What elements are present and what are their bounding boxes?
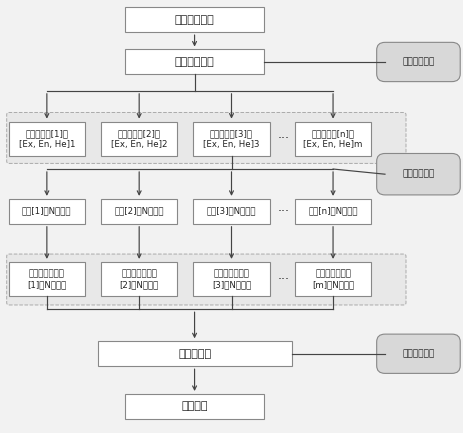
Text: 组成大云滴: 组成大云滴 xyxy=(178,349,211,359)
Text: 人脸表情图像: 人脸表情图像 xyxy=(175,15,214,25)
Text: 图像[3]的N个云滴: 图像[3]的N个云滴 xyxy=(207,207,256,216)
Text: 图像数据矩阵: 图像数据矩阵 xyxy=(175,57,214,67)
FancyBboxPatch shape xyxy=(377,334,460,373)
Text: 已赋权重的图像
[2]的N个云滴: 已赋权重的图像 [2]的N个云滴 xyxy=(119,269,159,289)
FancyBboxPatch shape xyxy=(6,113,406,163)
Text: 合成人脸: 合成人脸 xyxy=(181,401,208,411)
FancyBboxPatch shape xyxy=(9,262,85,296)
Text: 已赋权重的图像
[3]的N个云滴: 已赋权重的图像 [3]的N个云滴 xyxy=(212,269,251,289)
FancyBboxPatch shape xyxy=(295,122,371,156)
FancyBboxPatch shape xyxy=(194,199,269,224)
Text: 正向云发生器: 正向云发生器 xyxy=(402,170,435,179)
FancyBboxPatch shape xyxy=(101,262,177,296)
FancyBboxPatch shape xyxy=(125,394,264,419)
FancyBboxPatch shape xyxy=(125,7,264,32)
Text: 图像[2]的N个云滴: 图像[2]的N个云滴 xyxy=(114,207,164,216)
Text: ···: ··· xyxy=(278,205,290,218)
Text: 图像[n]的N个云滴: 图像[n]的N个云滴 xyxy=(308,207,358,216)
FancyBboxPatch shape xyxy=(98,341,292,366)
FancyBboxPatch shape xyxy=(295,262,371,296)
FancyBboxPatch shape xyxy=(194,122,269,156)
FancyBboxPatch shape xyxy=(9,122,85,156)
Text: 图像[1]的N个云滴: 图像[1]的N个云滴 xyxy=(22,207,72,216)
Text: 待合成图像[1]的
[Ex, En, He]1: 待合成图像[1]的 [Ex, En, He]1 xyxy=(19,129,75,149)
FancyBboxPatch shape xyxy=(295,199,371,224)
Text: 待合成图像[n]的
[Ex, En, He]m: 待合成图像[n]的 [Ex, En, He]m xyxy=(303,129,363,149)
Text: 待合成图像[2]的
[Ex, En, He]2: 待合成图像[2]的 [Ex, En, He]2 xyxy=(111,129,168,149)
Text: ···: ··· xyxy=(278,273,290,286)
FancyBboxPatch shape xyxy=(101,122,177,156)
FancyBboxPatch shape xyxy=(101,199,177,224)
Text: 已赋权重的图像
[m]的N个云滴: 已赋权重的图像 [m]的N个云滴 xyxy=(312,269,354,289)
Text: 逆向云发生器: 逆向云发生器 xyxy=(402,349,435,358)
FancyBboxPatch shape xyxy=(9,199,85,224)
FancyBboxPatch shape xyxy=(125,49,264,74)
Text: 逆向云发生器: 逆向云发生器 xyxy=(402,58,435,67)
Text: 已赋权重的图像
[1]的N个云滴: 已赋权重的图像 [1]的N个云滴 xyxy=(27,269,67,289)
FancyBboxPatch shape xyxy=(377,153,460,195)
FancyBboxPatch shape xyxy=(6,254,406,305)
Text: ···: ··· xyxy=(278,132,290,145)
FancyBboxPatch shape xyxy=(194,262,269,296)
FancyBboxPatch shape xyxy=(377,42,460,82)
Text: 待合成图像[3]的
[Ex, En, He]3: 待合成图像[3]的 [Ex, En, He]3 xyxy=(203,129,260,149)
